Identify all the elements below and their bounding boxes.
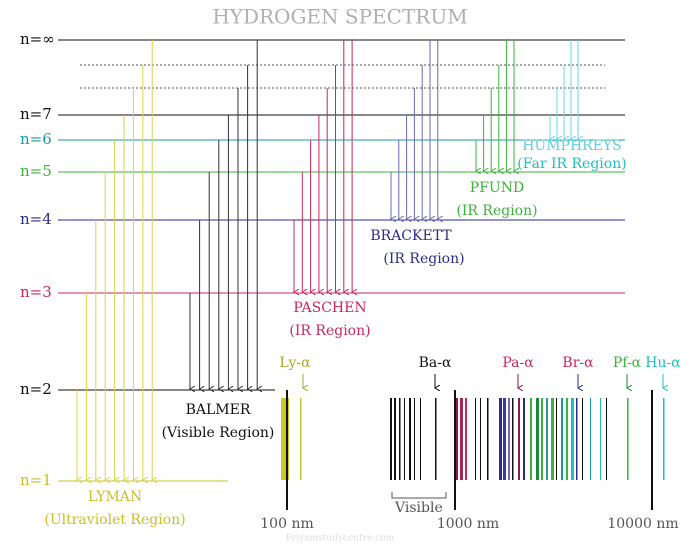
axis-label: 10000 nm (607, 516, 678, 532)
series-name: BALMER (186, 402, 251, 418)
line-label: Ba-α (419, 355, 452, 371)
spectral-line (606, 398, 607, 480)
spectral-line (435, 398, 437, 480)
spectral-line (566, 398, 568, 480)
watermark: Priyamstudycentre.com (286, 534, 395, 544)
line-label: Ly-α (279, 355, 311, 371)
spectral-line (551, 398, 554, 480)
level-label: n=1 (20, 471, 52, 489)
spectral-line (523, 398, 525, 480)
level-label: n=6 (20, 130, 52, 148)
spectral-line (460, 398, 463, 480)
visible-bracket (391, 492, 447, 499)
spectral-line (530, 398, 532, 480)
visible-label: Visible (394, 500, 443, 516)
spectral-line (503, 398, 506, 480)
spectral-line (582, 398, 583, 480)
line-label: Pf-α (613, 355, 642, 371)
spectral-line (480, 398, 481, 480)
series-region: (Ultraviolet Region) (44, 512, 185, 528)
series-region: (Visible Region) (162, 425, 275, 441)
spectral-line (600, 398, 601, 480)
spectral-line (414, 398, 415, 480)
series-region: (IR Region) (289, 323, 370, 339)
spectral-line (561, 398, 563, 480)
spectral-line (590, 398, 591, 480)
spectral-line (499, 398, 502, 480)
spectral-line (663, 398, 665, 480)
series-name: PASCHEN (293, 300, 366, 316)
title: HYDROGEN SPECTRUM (212, 5, 467, 29)
level-label: n=∞ (20, 30, 55, 48)
series-name: LYMAN (88, 489, 142, 505)
series-region: (Far IR Region) (517, 156, 626, 172)
spectral-line (556, 398, 557, 480)
level-label: n=7 (20, 105, 52, 123)
spectral-line (546, 398, 548, 480)
spectral-line (394, 398, 396, 480)
line-label: Hu-α (645, 355, 681, 371)
series-name: PFUND (470, 180, 524, 196)
spectral-line (627, 398, 629, 480)
lyman-band (281, 398, 289, 480)
level-label: n=2 (20, 380, 52, 398)
spectral-line (409, 398, 411, 480)
axis-label: 100 nm (260, 516, 313, 532)
spectral-line (571, 398, 574, 480)
spectral-line (475, 398, 476, 480)
spectral-line (404, 398, 405, 480)
series-region: (IR Region) (383, 251, 464, 267)
axis-label: 1000 nm (437, 516, 499, 532)
level-label: n=3 (20, 283, 52, 301)
series-region: (IR Region) (456, 203, 537, 219)
spectral-line (390, 398, 392, 480)
line-label: Br-α (562, 355, 594, 371)
spectral-line (420, 398, 421, 480)
line-label: Pa-α (502, 355, 534, 371)
spectral-line (487, 398, 489, 480)
spectral-line (512, 398, 514, 480)
spectral-line (576, 398, 578, 480)
level-label: n=4 (20, 210, 52, 228)
spectral-line (300, 398, 302, 480)
spectral-line (399, 398, 401, 480)
spectral-line (536, 398, 539, 480)
spectral-line (465, 398, 467, 480)
series-name: HUMPHREYS (522, 138, 622, 154)
spectral-line (508, 398, 510, 480)
spectral-line (541, 398, 543, 480)
series-name: BRACKETT (370, 228, 452, 244)
spectral-line (518, 398, 520, 480)
level-label: n=5 (20, 162, 52, 180)
spectral-line (455, 398, 458, 480)
